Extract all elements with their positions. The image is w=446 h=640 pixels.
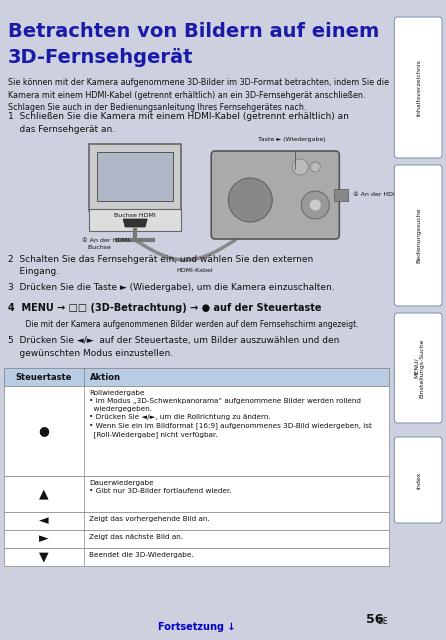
Text: Die mit der Kamera aufgenommenen Bilder werden auf dem Fernsehschirm angezeigt.: Die mit der Kamera aufgenommenen Bilder … [16, 320, 359, 329]
Text: Taste ► (Wiedergabe): Taste ► (Wiedergabe) [258, 137, 325, 142]
Text: DE: DE [378, 617, 388, 626]
Circle shape [233, 183, 267, 217]
Bar [0, 0, 393, 18]
Text: Bedienungssuche: Bedienungssuche [417, 208, 421, 263]
Circle shape [309, 199, 321, 211]
Text: ◄: ◄ [39, 515, 49, 527]
Circle shape [292, 159, 308, 175]
Text: Steuertaste: Steuertaste [16, 372, 72, 381]
Text: Inhaltsverzeichnis: Inhaltsverzeichnis [417, 59, 421, 116]
FancyBboxPatch shape [394, 165, 442, 306]
Circle shape [245, 195, 255, 205]
Text: ② An der HDMI-Buchse: ② An der HDMI-Buchse [353, 193, 425, 198]
Text: 3D-Fernsehgerät: 3D-Fernsehgerät [8, 48, 194, 67]
Text: Beendet die 3D-Wiedergabe.: Beendet die 3D-Wiedergabe. [89, 552, 194, 558]
Circle shape [301, 191, 329, 219]
Text: 5  Drücken Sie ◄/►  auf der Steuertaste, um Bilder auszuwählen und den
    gewün: 5 Drücken Sie ◄/► auf der Steuertaste, u… [8, 336, 339, 358]
Text: ▲: ▲ [39, 488, 49, 500]
Text: ►: ► [39, 532, 49, 545]
Text: 56: 56 [366, 613, 384, 626]
Text: 2  Schalten Sie das Fernsehgerät ein, und wählen Sie den externen
    Eingang.: 2 Schalten Sie das Fernsehgerät ein, und… [8, 255, 313, 276]
Text: Aktion: Aktion [90, 372, 121, 381]
Text: MENU/
Einstellungs-Suche: MENU/ Einstellungs-Suche [414, 339, 425, 397]
Text: 1  Schließen Sie die Kamera mit einem HDMI-Kabel (getrennt erhältlich) an
    da: 1 Schließen Sie die Kamera mit einem HDM… [8, 112, 349, 134]
Text: ●: ● [39, 424, 50, 438]
Bar [4, 512, 389, 530]
FancyBboxPatch shape [89, 144, 181, 211]
Bar [4, 476, 389, 512]
Polygon shape [123, 219, 147, 227]
Text: HDMI-Kabel: HDMI-Kabel [177, 268, 214, 273]
Bar [4, 548, 389, 566]
Circle shape [310, 162, 320, 172]
Circle shape [240, 190, 260, 210]
Text: Sie können mit der Kamera aufgenommene 3D-Bilder im 3D-Format betrachten, indem : Sie können mit der Kamera aufgenommene 3… [8, 78, 389, 112]
Text: 3  Drücken Sie die Taste ► (Wiedergabe), um die Kamera einzuschalten.: 3 Drücken Sie die Taste ► (Wiedergabe), … [8, 283, 334, 292]
Text: ▼: ▼ [39, 550, 49, 563]
Text: Dauerwiedergabe
• Gibt nur 3D-Bilder fortlaufend wieder.: Dauerwiedergabe • Gibt nur 3D-Bilder for… [89, 480, 232, 494]
Text: Index: Index [417, 471, 421, 489]
Text: Fortsetzung ↓: Fortsetzung ↓ [158, 622, 235, 632]
Bar [4, 386, 389, 476]
Text: Zeigt das vorhergehende Bild an.: Zeigt das vorhergehende Bild an. [89, 516, 210, 522]
Circle shape [228, 178, 272, 222]
Text: 4  MENU → □□ (3D-Betrachtung) → ● auf der Steuertaste: 4 MENU → □□ (3D-Betrachtung) → ● auf der… [8, 303, 322, 313]
Bar [4, 368, 389, 386]
FancyBboxPatch shape [97, 152, 173, 201]
Bar [4, 530, 389, 548]
Text: ① An der HDMI-
   Buchse: ① An der HDMI- Buchse [82, 238, 132, 250]
Text: Betrachten von Bildern auf einem: Betrachten von Bildern auf einem [8, 22, 379, 41]
FancyBboxPatch shape [394, 17, 442, 158]
Text: Buchse HDMI: Buchse HDMI [114, 213, 156, 218]
Text: Zeigt das nächste Bild an.: Zeigt das nächste Bild an. [89, 534, 183, 540]
FancyBboxPatch shape [394, 313, 442, 423]
FancyBboxPatch shape [211, 151, 339, 239]
Text: Rollwiedergabe
• Im Modus „3D-Schwenkpanorama“ aufgenommene Bilder werden rollen: Rollwiedergabe • Im Modus „3D-Schwenkpan… [89, 390, 372, 438]
FancyBboxPatch shape [394, 437, 442, 523]
FancyBboxPatch shape [89, 209, 181, 231]
FancyBboxPatch shape [334, 189, 348, 201]
